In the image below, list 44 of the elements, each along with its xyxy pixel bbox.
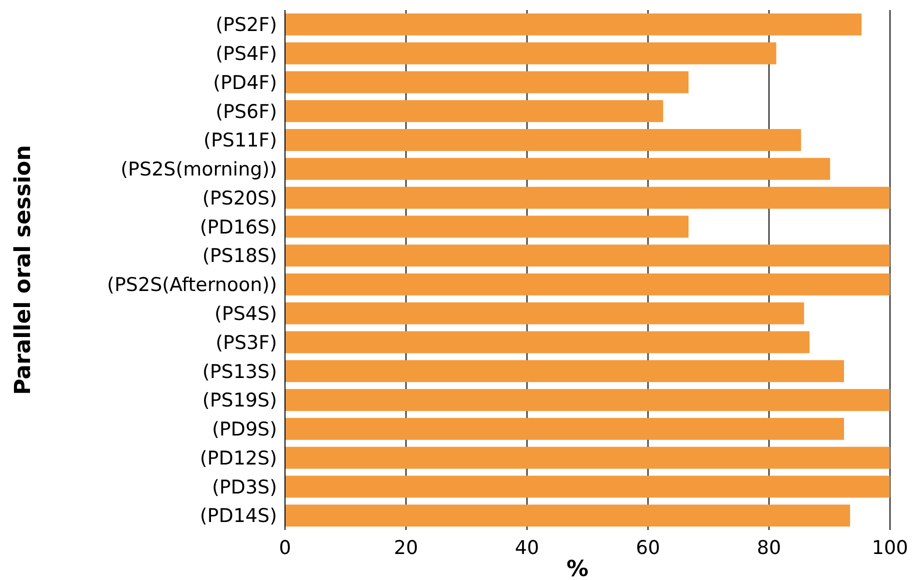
y-tick-label: (PD14S) <box>200 505 277 528</box>
y-tick-label: (PS2S(Afternoon)) <box>107 274 277 296</box>
x-tick-label: 40 <box>514 537 540 559</box>
y-tick-label: (PS6F) <box>216 100 277 123</box>
y-tick-label: (PS20S) <box>202 187 277 210</box>
x-tick-label: 0 <box>278 537 292 559</box>
bar <box>285 504 850 527</box>
y-tick-label: (PD4F) <box>213 72 277 94</box>
x-tick-label: 60 <box>636 537 660 559</box>
bar <box>285 302 804 324</box>
y-tick-label: (PD3S) <box>212 476 277 498</box>
x-axis-title: % <box>566 557 589 580</box>
y-tick-label: (PS11F) <box>204 130 277 152</box>
bar <box>285 418 844 440</box>
x-tick-label: 20 <box>394 537 418 559</box>
y-tick-label: (PS4F) <box>216 42 277 65</box>
bar <box>285 100 664 122</box>
bar <box>285 42 776 64</box>
bar <box>285 446 890 469</box>
y-tick-label: (PS13S) <box>202 360 277 383</box>
bar <box>285 216 689 238</box>
x-tick-label: 100 <box>872 537 908 559</box>
y-tick-label: (PD9S) <box>212 418 277 441</box>
bar <box>285 360 844 382</box>
y-tick-label: (PS18S) <box>202 245 277 268</box>
y-tick-label: (PS19S) <box>202 390 277 412</box>
bar <box>285 273 890 296</box>
bar <box>285 158 830 180</box>
y-tick-label: (PS2F) <box>216 14 277 36</box>
y-tick-label: (PD12S) <box>200 447 277 470</box>
bar <box>285 13 862 36</box>
y-tick-label: (PS4S) <box>214 302 277 325</box>
bar <box>285 331 810 354</box>
bar <box>285 244 890 267</box>
bar <box>285 71 689 94</box>
x-tick-label: 80 <box>756 537 782 559</box>
bar <box>285 186 890 209</box>
y-tick-label: (PS3F) <box>216 332 277 354</box>
bar <box>285 476 890 498</box>
y-tick-label: (PS2S(morning)) <box>120 158 277 181</box>
bar <box>285 389 890 411</box>
bar <box>285 129 802 151</box>
y-axis-title: Parallel oral session <box>11 145 36 395</box>
y-tick-label: (PD16S) <box>200 216 277 238</box>
